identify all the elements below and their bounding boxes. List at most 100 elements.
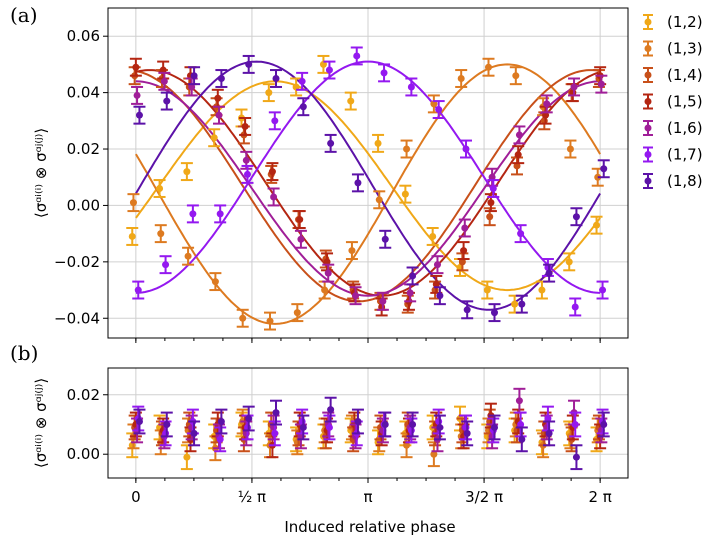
panel-b-x-axis: 0 ½ π π 3/2 π 2 π [131, 478, 612, 506]
data-point [381, 235, 389, 243]
data-point [135, 418, 143, 426]
data-point [597, 80, 605, 88]
data-point [374, 139, 382, 147]
series-17 [132, 405, 609, 453]
legend-marker [644, 124, 652, 132]
data-point [299, 423, 307, 431]
data-point [435, 418, 443, 426]
data-point [298, 77, 306, 85]
data-point [241, 122, 249, 130]
data-point [132, 63, 140, 71]
data-point [215, 111, 223, 119]
data-point [600, 165, 608, 173]
legend-marker [644, 18, 652, 26]
data-point [134, 286, 142, 294]
data-point [462, 423, 470, 431]
legend-item: (1,4) [643, 66, 703, 84]
data-point [515, 131, 523, 139]
data-point [324, 269, 332, 277]
data-point [299, 103, 307, 111]
data-point [599, 286, 607, 294]
data-point [483, 286, 491, 294]
data-point [513, 162, 521, 170]
legend-label: (1,4) [667, 66, 703, 84]
data-point [271, 429, 279, 437]
data-point [348, 247, 356, 255]
data-point [458, 258, 466, 266]
panel-b: (b) 0.00 0.02 0 ½ π π 3/2 π 2 π ⟨σᵅⁱ⁽ⁱ⁾ ⊗ σᵅʲ… [10, 341, 629, 536]
data-point [484, 63, 492, 71]
data-point [572, 213, 580, 221]
data-point [432, 280, 440, 288]
data-point [409, 272, 417, 280]
data-point [211, 278, 219, 286]
data-point [570, 83, 578, 91]
data-point [265, 89, 273, 97]
data-point [488, 173, 496, 181]
data-point [514, 151, 522, 159]
x-tick-label: 3/2 π [465, 488, 503, 506]
data-point [565, 258, 573, 266]
data-point [190, 429, 198, 437]
legend-label: (1,6) [667, 119, 703, 137]
series-14 [128, 408, 605, 453]
data-point [543, 100, 551, 108]
data-point [379, 297, 387, 305]
data-point [210, 134, 218, 142]
legend-marker [644, 45, 652, 52]
data-point [160, 77, 168, 85]
data-point [128, 232, 136, 240]
data-point [433, 261, 441, 269]
data-point [460, 247, 468, 255]
data-point [216, 210, 224, 218]
legend-label: (1,7) [667, 146, 703, 164]
data-point [403, 441, 411, 449]
data-point [538, 286, 546, 294]
data-point [272, 409, 280, 417]
data-point [517, 420, 525, 428]
data-point [489, 185, 497, 193]
x-tick-label: 0 [131, 488, 141, 506]
data-point [512, 72, 520, 80]
data-point [292, 83, 300, 91]
data-point [183, 168, 191, 176]
data-point [353, 52, 361, 60]
data-point [156, 185, 164, 193]
data-point [401, 190, 409, 198]
data-point [486, 213, 494, 221]
data-point [327, 139, 335, 147]
data-point [245, 415, 253, 423]
series-12 [126, 405, 603, 471]
data-point [518, 435, 526, 443]
data-point [571, 420, 579, 428]
legend-item: (1,6) [643, 119, 703, 137]
x-tick-label: ½ π [238, 488, 266, 506]
data-point [409, 420, 417, 428]
data-point [296, 216, 304, 224]
y-tick-label: −0.04 [54, 309, 100, 327]
data-point [297, 235, 305, 243]
data-point [593, 221, 601, 229]
data-point [163, 420, 171, 428]
data-point [566, 145, 574, 153]
data-point [325, 423, 333, 431]
data-point [542, 111, 550, 119]
legend-label: (1,5) [667, 93, 703, 111]
data-point [327, 406, 335, 414]
data-point [268, 168, 276, 176]
legend-label: (1,8) [667, 172, 703, 190]
data-point [157, 230, 165, 238]
data-point [188, 83, 196, 91]
panel-b-label: (b) [10, 341, 38, 365]
data-point [430, 450, 438, 458]
y-tick-label: 0.00 [67, 196, 100, 214]
y-tick-label: 0.02 [67, 140, 100, 158]
x-tick-label: π [363, 488, 372, 506]
data-point [271, 117, 279, 125]
data-point [461, 224, 469, 232]
data-point [319, 60, 327, 68]
data-point [600, 420, 608, 428]
panel-a-y-axis-label: ⟨σᵅⁱ⁽ⁱ⁾ ⊗ σᵅʲ⁽ʲ⁾⟩ [32, 128, 50, 218]
data-point [244, 170, 252, 178]
